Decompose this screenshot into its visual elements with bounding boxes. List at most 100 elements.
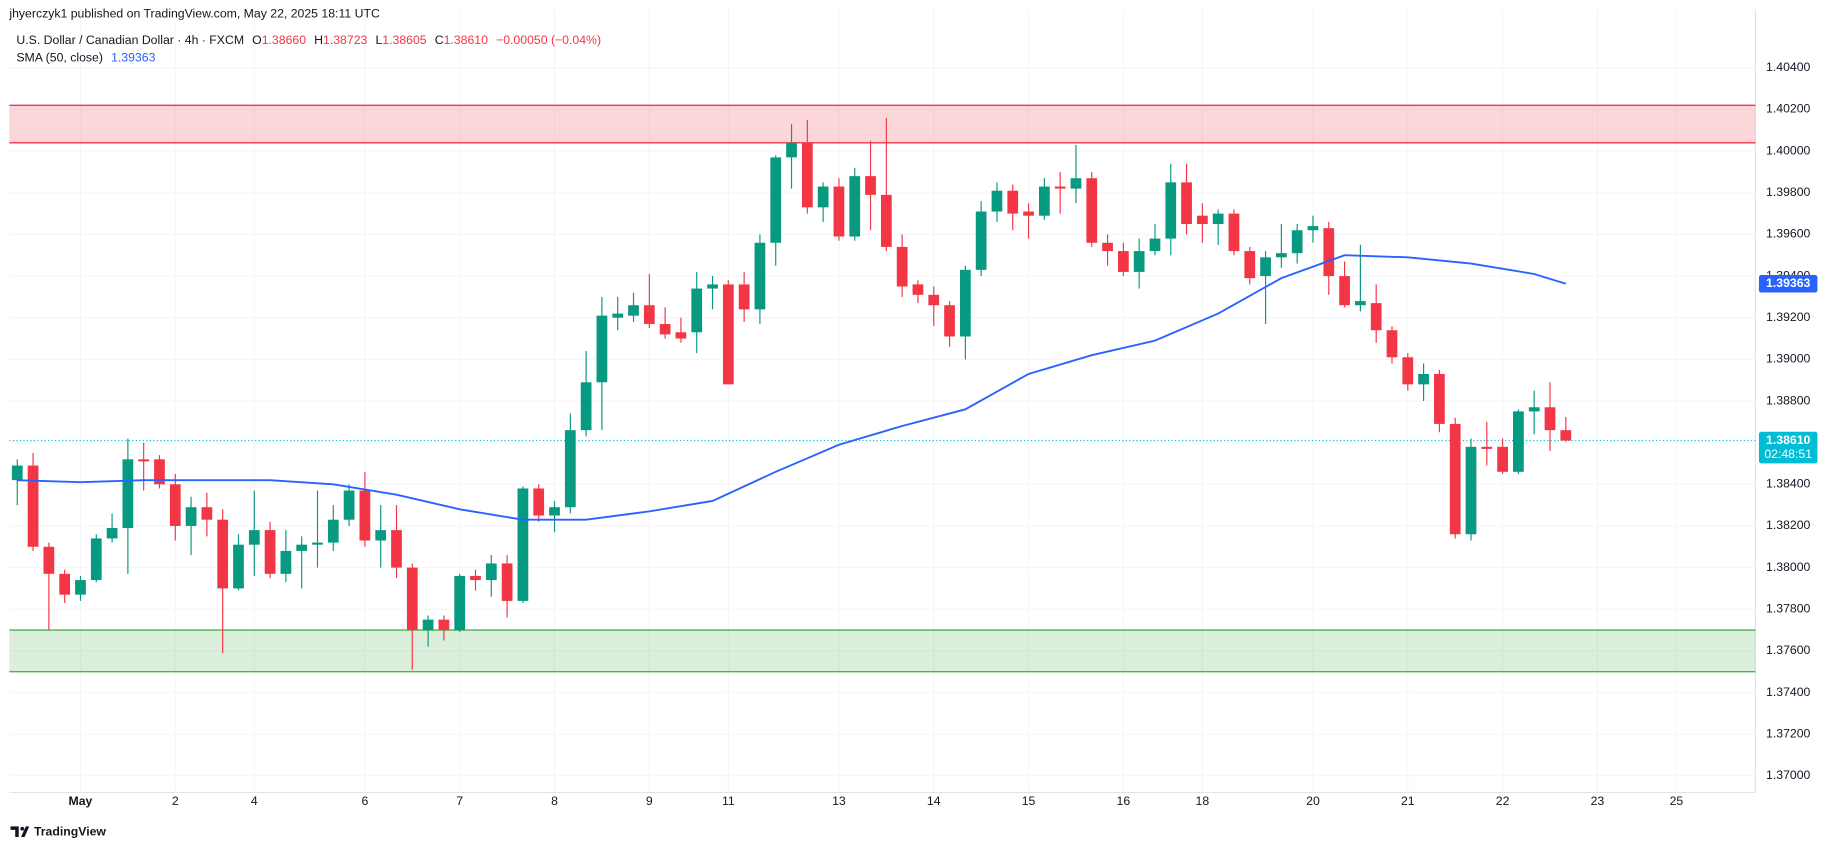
last-price-label: 1.38610 — [1766, 433, 1811, 447]
y-tick-label: 1.37800 — [1766, 601, 1811, 615]
candle-body — [1386, 330, 1398, 358]
candle-body — [391, 530, 402, 568]
x-tick-label: 15 — [1022, 794, 1036, 808]
candle-body — [959, 269, 971, 337]
candle-body — [1402, 357, 1414, 385]
candle-body — [754, 242, 766, 310]
candle-body — [1513, 411, 1524, 472]
candle-body — [928, 294, 940, 306]
x-tick-label: 16 — [1117, 794, 1131, 808]
candle-body — [1355, 301, 1366, 306]
publisher: jhyerczyk1 published on TradingView.com,… — [8, 6, 380, 20]
candle-body — [248, 530, 260, 545]
candle-body — [1481, 446, 1493, 449]
candle-body — [422, 619, 434, 631]
candle-body — [722, 284, 734, 385]
x-tick-label: 7 — [456, 794, 463, 808]
x-tick-label: 14 — [927, 794, 941, 808]
candle-body — [1038, 186, 1050, 216]
candle-body — [880, 194, 892, 247]
ohlc-key: O — [252, 33, 262, 47]
y-tick-label: 1.38400 — [1766, 477, 1811, 491]
ohlc-key: L — [375, 33, 382, 47]
y-tick-label: 1.38800 — [1766, 393, 1811, 407]
ohlc-value: 1.38660 — [262, 33, 307, 47]
x-tick-label: 6 — [361, 794, 368, 808]
candle-body — [1023, 211, 1034, 216]
y-tick-label: 1.38200 — [1766, 518, 1811, 532]
candle-body — [517, 488, 529, 601]
zone — [9, 630, 1756, 672]
ohlc-key: C — [435, 33, 444, 47]
candle-body — [106, 528, 118, 539]
candle-body — [628, 305, 639, 316]
candle-body — [865, 176, 876, 195]
x-tick-label: 4 — [251, 794, 258, 808]
sma-line — [17, 254, 1567, 521]
indicator-value: 1.39363 — [111, 51, 156, 65]
candle-body — [1560, 430, 1572, 441]
candle-body — [1149, 238, 1161, 252]
x-tick-label: 20 — [1306, 794, 1320, 808]
candle-body — [849, 176, 861, 237]
ohlc-value: 1.38723 — [323, 33, 368, 47]
x-tick-label: 8 — [551, 794, 558, 808]
candle-body — [27, 465, 39, 547]
candle-body — [564, 430, 576, 508]
x-tick-label: 11 — [722, 794, 735, 808]
candle-body — [264, 530, 276, 574]
candle-body — [185, 507, 197, 526]
candle-body — [154, 459, 165, 485]
candle-body — [833, 186, 845, 237]
candle-body — [549, 507, 560, 516]
candle-body — [1244, 251, 1256, 279]
candle-body — [312, 542, 323, 545]
y-tick-label: 1.38000 — [1766, 560, 1811, 574]
x-tick-label: 21 — [1401, 794, 1415, 808]
last-price-box — [1758, 431, 1818, 464]
candle-body — [1070, 178, 1082, 189]
candle-body — [1165, 182, 1177, 239]
candle-body — [1007, 190, 1019, 214]
brand-logo: TradingView — [10, 825, 106, 839]
candle-body — [59, 573, 71, 595]
indicator-name: SMA (50, close) — [16, 51, 103, 65]
y-tick-label: 1.39000 — [1766, 352, 1811, 366]
candle-body — [1528, 407, 1540, 412]
candle-body — [90, 538, 102, 581]
y-tick-label: 1.40400 — [1766, 60, 1811, 74]
x-tick-label: May — [69, 794, 93, 808]
candle-body — [1102, 242, 1113, 252]
y-tick-label: 1.39200 — [1766, 310, 1811, 324]
candle-body — [438, 619, 450, 631]
candle-body — [1054, 186, 1066, 189]
countdown-label: 02:48:51 — [1764, 447, 1812, 461]
candle-body — [233, 544, 244, 589]
candle-body — [501, 563, 513, 601]
candle-body — [975, 211, 987, 270]
candle-body — [1449, 423, 1461, 535]
y-tick-label: 1.37000 — [1766, 768, 1811, 782]
candle-body — [1276, 253, 1287, 258]
logo-icon — [10, 826, 30, 837]
symbol-legend: U.S. Dollar / Canadian Dollar · 4h · FXC… — [16, 33, 601, 47]
x-tick-label: 23 — [1591, 794, 1605, 808]
indicator-legend: SMA (50, close) 1.39363 — [16, 51, 155, 65]
candle-body — [533, 488, 545, 516]
y-tick-label: 1.40200 — [1766, 102, 1811, 116]
symbol: U.S. Dollar / Canadian Dollar · 4h · FXC… — [16, 33, 244, 47]
candle-body — [11, 465, 23, 481]
candle-body — [327, 519, 339, 543]
candle-body — [1133, 251, 1145, 272]
x-tick-label: 9 — [646, 794, 653, 808]
candle-body — [122, 459, 134, 529]
candle-body — [1228, 213, 1240, 252]
ohlc-key: H — [314, 33, 323, 47]
candle-body — [343, 490, 355, 520]
candle-body — [1418, 373, 1429, 385]
x-tick-label: 13 — [832, 794, 846, 808]
candle-body — [944, 305, 955, 337]
candle-body — [1323, 228, 1335, 277]
x-tick-label: 18 — [1196, 794, 1210, 808]
